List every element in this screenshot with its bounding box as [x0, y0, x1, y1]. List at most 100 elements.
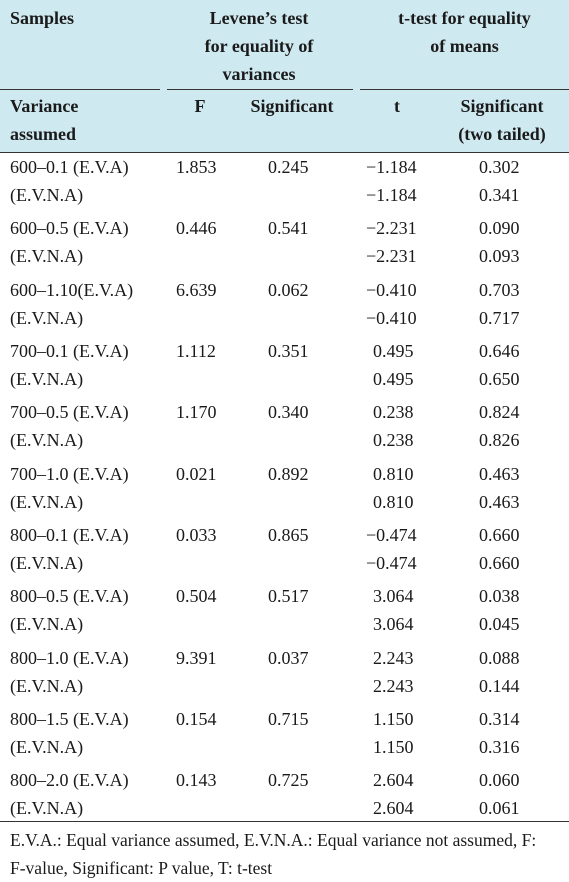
table-row: 800–0.1 (E.V.A) (E.V.N.A) 0.033 0.865 −0…: [0, 521, 569, 582]
p-value-secondary: 0.826: [479, 430, 520, 450]
table-row: 800–2.0 (E.V.A) (E.V.N.A) 0.143 0.725 2.…: [0, 766, 569, 827]
t-value-secondary: −1.184: [366, 185, 417, 205]
header-sig-two-line1: Significant: [460, 96, 544, 116]
sample-label-secondary: (E.V.N.A): [10, 369, 84, 389]
header-levene: Levene’s test for equality of variances: [165, 4, 353, 88]
f-value: 1.170: [176, 402, 217, 422]
f-value: 0.033: [176, 525, 217, 545]
table-row: 700–0.5 (E.V.A) (E.V.N.A) 1.170 0.340 0.…: [0, 398, 569, 459]
levene-significant: 0.245: [268, 157, 309, 177]
table-row: 600–1.10(E.V.A) (E.V.N.A) 6.639 0.062 −0…: [0, 276, 569, 337]
sample-label: 800–0.5 (E.V.A): [10, 586, 129, 606]
levene-significant: 0.892: [268, 464, 309, 484]
t-value: −2.231: [366, 218, 417, 238]
t-value: 3.064: [373, 586, 414, 606]
sample-label-secondary: (E.V.N.A): [10, 308, 84, 328]
f-value: 0.504: [176, 586, 217, 606]
p-value: 0.646: [479, 341, 520, 361]
sample-label-secondary: (E.V.N.A): [10, 614, 84, 634]
p-value: 0.703: [479, 280, 520, 300]
table-row: 600–0.1 (E.V.A) (E.V.N.A) 1.853 0.245 −1…: [0, 153, 569, 214]
sample-label-secondary: (E.V.N.A): [10, 798, 84, 818]
p-value-secondary: 0.093: [479, 246, 520, 266]
p-value-secondary: 0.144: [479, 676, 520, 696]
header-t: t: [394, 96, 400, 116]
p-value: 0.314: [479, 709, 520, 729]
p-value-secondary: 0.660: [479, 553, 520, 573]
t-value: 0.495: [373, 341, 414, 361]
sample-label: 600–0.5 (E.V.A): [10, 218, 129, 238]
t-value: 0.238: [373, 402, 414, 422]
p-value-secondary: 0.061: [479, 798, 520, 818]
t-value-secondary: 0.810: [373, 492, 414, 512]
f-value: 0.446: [176, 218, 217, 238]
footnote: E.V.A.: Equal variance assumed, E.V.N.A.…: [10, 830, 537, 878]
sample-label-secondary: (E.V.N.A): [10, 676, 84, 696]
t-value: 1.150: [373, 709, 414, 729]
sample-label-secondary: (E.V.N.A): [10, 185, 84, 205]
levene-significant: 0.062: [268, 280, 309, 300]
header-f: F: [194, 96, 206, 116]
t-value-secondary: 0.495: [373, 369, 414, 389]
f-value: 6.639: [176, 280, 217, 300]
table-row: 700–0.1 (E.V.A) (E.V.N.A) 1.112 0.351 0.…: [0, 337, 569, 398]
sample-label-secondary: (E.V.N.A): [10, 246, 84, 266]
header-rule-ttest: [360, 89, 569, 90]
table-row: 700–1.0 (E.V.A) (E.V.N.A) 0.021 0.892 0.…: [0, 460, 569, 521]
table-header: Samples Levene’s test for equality of va…: [0, 0, 569, 153]
t-value: −1.184: [366, 157, 417, 177]
levene-significant: 0.340: [268, 402, 309, 422]
sample-label-secondary: (E.V.N.A): [10, 737, 84, 757]
levene-significant: 0.037: [268, 648, 309, 668]
p-value: 0.660: [479, 525, 520, 545]
header-levene-line1: Levene’s test: [209, 8, 309, 28]
levene-significant: 0.715: [268, 709, 309, 729]
header-variance: Variance assumed: [10, 92, 78, 148]
p-value-secondary: 0.341: [479, 185, 520, 205]
t-value: −0.410: [366, 280, 417, 300]
sample-label: 800–2.0 (E.V.A): [10, 770, 129, 790]
f-value: 1.853: [176, 157, 217, 177]
p-value: 0.088: [479, 648, 520, 668]
table-footer: E.V.A.: Equal variance assumed, E.V.N.A.…: [0, 821, 569, 878]
p-value-secondary: 0.717: [479, 308, 520, 328]
levene-significant: 0.865: [268, 525, 309, 545]
sample-label: 600–0.1 (E.V.A): [10, 157, 129, 177]
header-ttest: t-test for equality of means: [360, 4, 569, 60]
header-rule-left: [0, 89, 160, 90]
p-value-secondary: 0.463: [479, 492, 520, 512]
t-value-secondary: 0.238: [373, 430, 414, 450]
sample-label-secondary: (E.V.N.A): [10, 492, 84, 512]
sample-label: 800–1.5 (E.V.A): [10, 709, 129, 729]
t-value-secondary: 2.604: [373, 798, 414, 818]
levene-significant: 0.725: [268, 770, 309, 790]
header-variance-line2: assumed: [10, 124, 77, 144]
sample-label: 700–0.5 (E.V.A): [10, 402, 129, 422]
t-value-secondary: 3.064: [373, 614, 414, 634]
sample-label: 600–1.10(E.V.A): [10, 280, 134, 300]
t-value: 2.243: [373, 648, 414, 668]
p-value: 0.463: [479, 464, 520, 484]
p-value-secondary: 0.650: [479, 369, 520, 389]
t-value-secondary: −0.474: [366, 553, 417, 573]
f-value: 0.154: [176, 709, 217, 729]
sample-label: 800–1.0 (E.V.A): [10, 648, 129, 668]
sample-label: 800–0.1 (E.V.A): [10, 525, 129, 545]
header-levene-line2: for equality of: [204, 36, 314, 56]
t-value: 2.604: [373, 770, 414, 790]
f-value: 0.021: [176, 464, 217, 484]
levene-significant: 0.351: [268, 341, 309, 361]
t-value-secondary: −2.231: [366, 246, 417, 266]
t-value-secondary: 2.243: [373, 676, 414, 696]
p-value: 0.302: [479, 157, 520, 177]
levene-significant: 0.517: [268, 586, 309, 606]
header-samples: Samples: [10, 8, 75, 28]
header-sig-two-line2: (two tailed): [458, 124, 546, 144]
table-row: 600–0.5 (E.V.A) (E.V.N.A) 0.446 0.541 −2…: [0, 214, 569, 275]
t-value-secondary: 1.150: [373, 737, 414, 757]
sample-label: 700–0.1 (E.V.A): [10, 341, 129, 361]
p-value: 0.038: [479, 586, 520, 606]
table-row: 800–1.0 (E.V.A) (E.V.N.A) 9.391 0.037 2.…: [0, 644, 569, 705]
header-significant-two-tailed: Significant (two tailed): [440, 92, 564, 148]
t-value: 0.810: [373, 464, 414, 484]
